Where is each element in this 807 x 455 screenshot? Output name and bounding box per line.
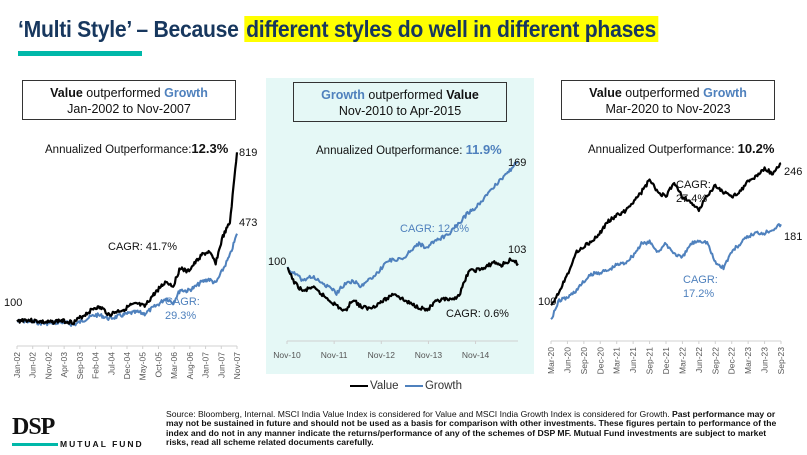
chart3-annotation: Annualized Outperformance: 10.2% <box>588 141 774 156</box>
chart3-tick-label: Jun-23 <box>760 347 770 373</box>
chart3-period-box: Value outperformed Growth Mar-2020 to No… <box>561 80 775 120</box>
title-plain: ‘Multi Style’ – Because <box>18 16 245 42</box>
chart1-tick-label: Dec-04 <box>122 352 132 380</box>
chart1-tick-label: Mar-06 <box>169 352 179 379</box>
chart2-verb: outperformed <box>364 88 447 102</box>
chart1-tick-label: May-05 <box>138 352 148 381</box>
chart3-start-label: 100 <box>538 296 556 308</box>
chart1-tick-label: Aug-06 <box>185 352 195 380</box>
chart3-verb: outperformed <box>621 86 704 100</box>
chart2-winner: Growth <box>321 88 365 102</box>
chart1-period-box: Value outperformed Growth Jan-2002 to No… <box>22 80 236 120</box>
chart1-loser: Growth <box>164 86 208 100</box>
chart1-tick-label: Nov-02 <box>43 352 53 380</box>
chart3-tick-label: Sep-22 <box>710 347 720 375</box>
chart2-end-label-growth: 169 <box>508 157 526 169</box>
chart2-tick-label: Nov-13 <box>415 350 443 360</box>
chart2-series-value <box>286 257 519 312</box>
chart1-verb: outperformed <box>82 86 165 100</box>
chart1-tick-label: Feb-04 <box>91 352 101 379</box>
chart1-end-label-growth: 473 <box>239 217 257 229</box>
logo-accent-bar <box>12 443 58 446</box>
logo-subtitle: MUTUAL FUND <box>60 439 144 449</box>
legend: Value Growth <box>350 380 462 392</box>
chart3-cagr-label-value: CAGR: 27.4% <box>676 179 711 205</box>
chart2-annotation-value: 11.9% <box>465 142 502 157</box>
legend-label-growth: Growth <box>424 380 463 392</box>
chart1-end-label-value: 819 <box>239 147 257 159</box>
chart3-winner: Value <box>589 86 622 100</box>
chart1-annotation-label: Annualized Outperformance: <box>45 144 192 156</box>
chart3-series-growth <box>550 223 782 320</box>
chart3-tick-label: Jun-20 <box>562 347 572 373</box>
chart1-start-label: 100 <box>4 297 22 309</box>
chart3-tick-label: Dec-22 <box>727 347 737 375</box>
chart3-tick-label: Mar-23 <box>743 347 753 374</box>
chart3-loser: Growth <box>703 86 747 100</box>
legend-swatch-growth <box>404 384 423 387</box>
chart1-tick-label: Oct-05 <box>153 352 163 378</box>
chart2-period: Nov-2010 to Apr-2015 <box>338 104 462 118</box>
chart2-annotation: Annualized Outperformance: 11.9% <box>316 142 502 157</box>
chart2-cagr-label-value: CAGR: 0.6% <box>446 308 509 320</box>
chart3-tick-label: Mar-20 <box>546 347 556 374</box>
chart2-start-label: 100 <box>268 256 286 268</box>
footer-source: Source: Bloomberg, Internal. MSCI India … <box>166 409 673 419</box>
logo-brand: DSP <box>12 414 55 440</box>
chart1-cagr-label-growth: CAGR: 29.3% <box>165 296 200 322</box>
middle-chart-panel <box>266 78 534 374</box>
chart1-tick-label: Jun-02 <box>28 352 38 378</box>
chart1-tick-label: Jun-07 <box>216 352 226 378</box>
page-title: ‘Multi Style’ – Because different styles… <box>18 16 658 43</box>
chart1-tick-label: Jan-02 <box>12 352 22 378</box>
chart1-annotation: Annualized Outperformance:12.3% <box>45 141 228 156</box>
chart3-tick-label: Sep-23 <box>776 347 786 375</box>
chart2-annotation-label: Annualized Outperformance: <box>316 145 466 157</box>
chart3-tick-label: Dec-21 <box>661 347 671 375</box>
footer-disclaimer-bold: Past performance may or may not be susta… <box>166 409 777 448</box>
chart2-end-label-value: 103 <box>508 244 526 256</box>
chart3-tick-label: Jun-22 <box>694 347 704 373</box>
chart2-tick-label: Nov-11 <box>321 350 348 360</box>
title-highlight: different styles do well in different ph… <box>244 16 658 42</box>
footer-disclaimer: Source: Bloomberg, Internal. MSCI India … <box>166 409 786 448</box>
chart2-period-box: Growth outperformed Value Nov-2010 to Ap… <box>293 82 507 122</box>
chart3-tick-label: Sep-20 <box>579 347 589 375</box>
chart1-series-value <box>16 152 239 326</box>
dsp-logo: DSP MUTUAL FUND <box>12 414 142 449</box>
legend-label-value: Value <box>370 380 399 392</box>
chart3-cagr-label-growth: CAGR: 17.2% <box>683 274 718 300</box>
chart2-series-growth <box>286 160 519 296</box>
chart1-period: Jan-2002 to Nov-2007 <box>67 102 191 116</box>
chart1-winner: Value <box>50 86 83 100</box>
chart3-tick-label: Sep-21 <box>645 347 655 375</box>
chart2-loser: Value <box>446 88 479 102</box>
chart3-series-value <box>550 162 782 306</box>
chart1-tick-label: Nov-07 <box>232 352 242 380</box>
chart3-annotation-value: 10.2% <box>737 141 775 156</box>
chart1-tick-label: Apr-03 <box>59 352 69 378</box>
chart3-period: Mar-2020 to Nov-2023 <box>605 102 731 116</box>
chart1-tick-label: Jan-07 <box>201 352 211 378</box>
chart3-end-label-growth: 181 <box>784 231 802 243</box>
chart3-tick-label: Mar-21 <box>612 347 622 374</box>
chart2-tick-label: Nov-14 <box>462 350 490 360</box>
chart1-tick-label: Sep-03 <box>75 352 85 380</box>
chart3-end-label-value: 246 <box>784 166 802 178</box>
chart1-cagr-label-value: CAGR: 41.7% <box>108 241 177 253</box>
chart3-tick-label: Dec-20 <box>595 347 605 375</box>
chart3-tick-label: Mar-22 <box>677 347 687 374</box>
chart3-tick-label: Jun-21 <box>628 347 638 373</box>
chart2-cagr-label-growth: CAGR: 12.5% <box>400 223 469 235</box>
chart3-annotation-label: Annualized Outperformance: <box>588 144 738 156</box>
title-underline <box>18 51 142 56</box>
legend-swatch-value <box>350 384 368 387</box>
chart1-annotation-value: 12.3% <box>191 141 229 156</box>
chart2-tick-label: Nov-10 <box>273 350 301 360</box>
chart1-tick-label: Jul-04 <box>106 352 116 375</box>
chart2-tick-label: Nov-12 <box>368 350 396 360</box>
